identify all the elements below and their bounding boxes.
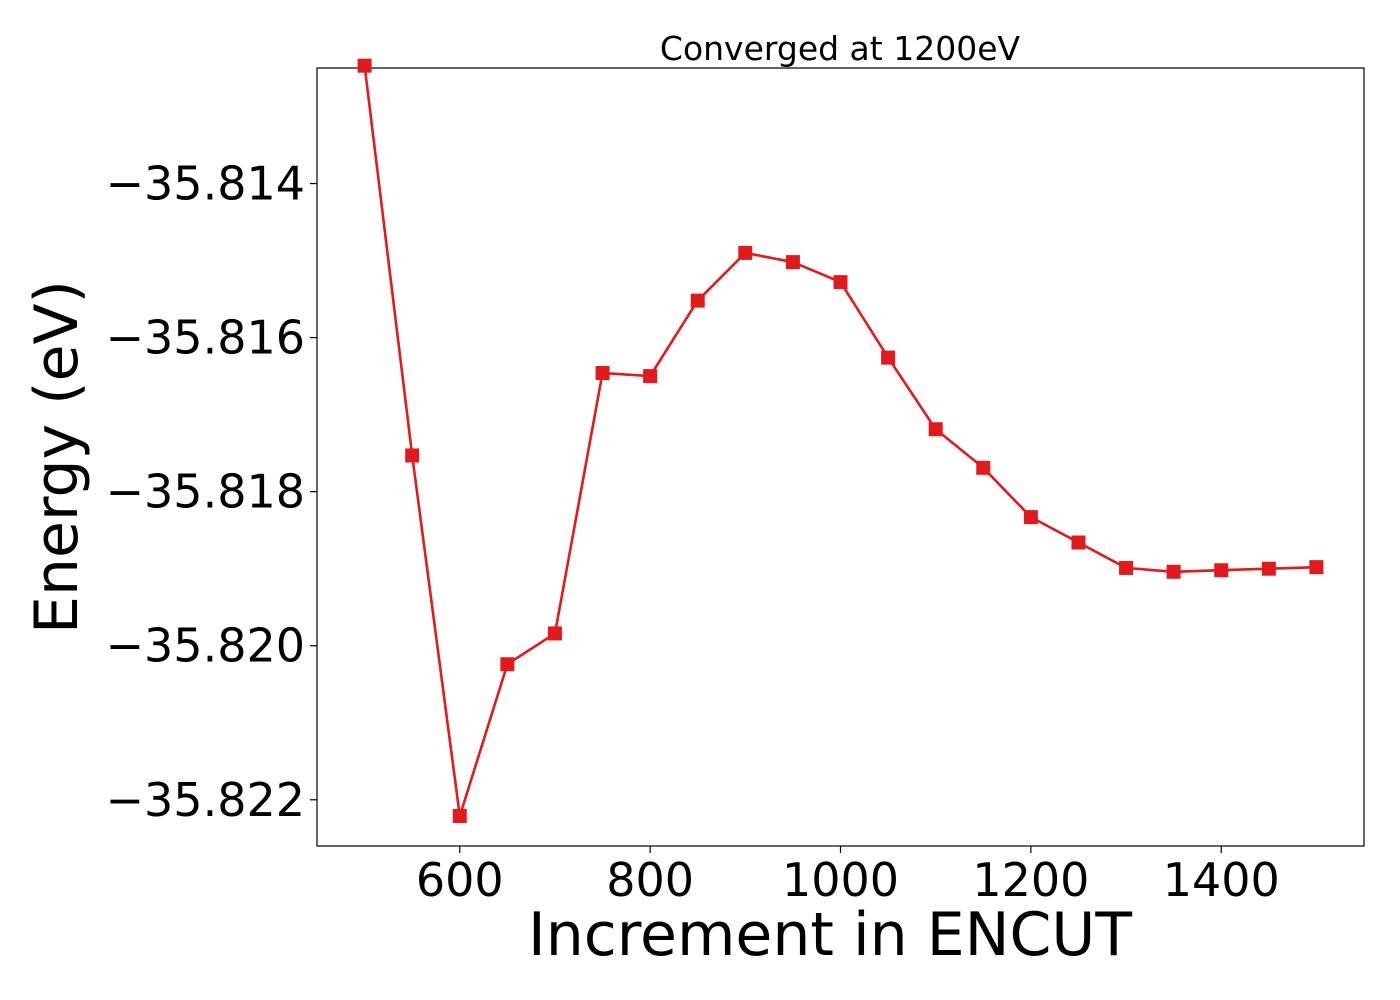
data-point-marker (976, 460, 991, 475)
data-point-marker (595, 366, 610, 381)
x-axis: 600 800 1000 1200 1400 (416, 846, 1280, 907)
data-point-marker (738, 245, 753, 260)
data-point-marker (833, 275, 848, 290)
x-tick-label: 600 (416, 853, 504, 907)
data-point-marker (643, 369, 658, 384)
data-point-marker (452, 808, 467, 823)
data-point-marker (881, 350, 896, 365)
x-tick-label: 1000 (782, 853, 899, 907)
series-layer (357, 58, 1324, 823)
y-tick-label: −35.816 (106, 311, 306, 365)
data-point-marker (1309, 560, 1324, 575)
data-point-marker (547, 626, 562, 641)
data-point-marker (357, 58, 372, 73)
data-point-marker (1071, 535, 1086, 550)
x-axis-label: Increment in ENCUT (528, 900, 1132, 970)
y-tick-label: −35.818 (106, 465, 306, 519)
x-tick-label: 1200 (972, 853, 1089, 907)
data-point-marker (785, 255, 800, 270)
x-tick-label: 800 (606, 853, 694, 907)
data-point-marker (1214, 563, 1229, 578)
data-point-marker (690, 293, 705, 308)
data-point-marker (1261, 561, 1276, 576)
data-point-marker (1023, 510, 1038, 525)
data-point-marker (1166, 564, 1181, 579)
y-tick-label: −35.822 (106, 773, 306, 827)
data-point-marker (405, 448, 420, 463)
y-tick-label: −35.820 (106, 619, 306, 673)
data-point-marker (500, 657, 515, 672)
data-point-marker (1119, 560, 1134, 575)
y-tick-label: −35.814 (106, 157, 306, 211)
y-axis-label: Energy (eV) (22, 280, 92, 634)
chart-title: Converged at 1200eV (660, 29, 1021, 68)
x-tick-label: 1400 (1163, 853, 1280, 907)
data-point-marker (928, 422, 943, 437)
series-line (363, 65, 1317, 817)
plot-frame (316, 67, 1365, 847)
y-axis: −35.814 −35.816 −35.818 −35.820 −35.822 (106, 157, 317, 827)
